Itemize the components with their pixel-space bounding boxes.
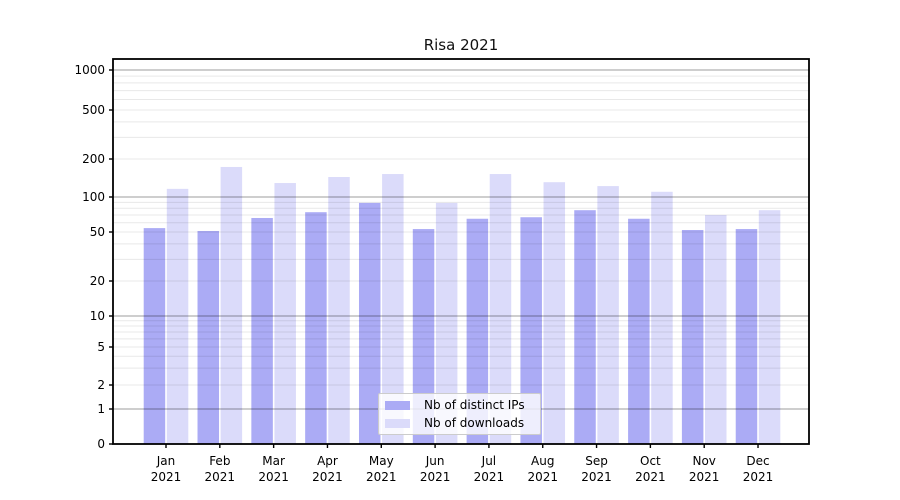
y-tick-label-2: 2	[97, 378, 105, 392]
bar-downloads-jun	[435, 202, 458, 444]
legend: Nb of distinct IPs Nb of downloads	[378, 393, 541, 435]
y-tick-label-20: 20	[89, 274, 105, 288]
bar-distinct-ips-jan	[143, 228, 166, 444]
legend-swatch-distinct-ips	[385, 400, 410, 410]
x-tick-label-feb: Feb 2021	[204, 454, 236, 485]
y-tick-label-100: 100	[82, 190, 105, 204]
bar-distinct-ips-jun	[412, 229, 435, 444]
bar-distinct-ips-mar	[251, 217, 273, 444]
bar-distinct-ips-nov	[681, 230, 704, 444]
bar-downloads-may	[382, 174, 404, 444]
bar-downloads-aug	[543, 182, 566, 444]
x-tick-label-may: May 2021	[365, 454, 397, 485]
bar-downloads-jan	[166, 188, 189, 444]
bar-distinct-ips-may	[358, 202, 381, 444]
x-tick-label-jan: Jan 2021	[150, 454, 182, 485]
bar-distinct-ips-apr	[305, 212, 327, 444]
legend-item-downloads: Nb of downloads	[385, 414, 534, 432]
bar-downloads-nov	[705, 215, 727, 444]
y-tick-label-10: 10	[89, 309, 105, 323]
bar-downloads-apr	[328, 177, 350, 444]
x-tick-label-mar: Mar 2021	[258, 454, 289, 485]
legend-swatch-downloads	[385, 418, 410, 428]
y-tick-label-1000: 1000	[74, 63, 105, 77]
chart-title: Risa 2021	[423, 36, 499, 54]
x-tick-label-dec: Dec 2021	[742, 454, 774, 485]
legend-item-distinct-ips: Nb of distinct IPs	[385, 396, 534, 414]
bar-distinct-ips-sep	[574, 210, 596, 444]
y-tick-label-50: 50	[89, 225, 105, 239]
bar-distinct-ips-dec	[735, 229, 758, 444]
bar-downloads-feb	[220, 166, 243, 444]
x-tick-label-oct: Oct 2021	[635, 454, 666, 485]
bar-distinct-ips-feb	[197, 231, 220, 444]
x-tick-label-nov: Nov 2021	[688, 454, 720, 485]
bar-downloads-dec	[758, 210, 781, 444]
x-tick-label-apr: Apr 2021	[312, 454, 343, 485]
bar-downloads-jul	[489, 174, 512, 444]
plot-frame	[112, 58, 810, 445]
bar-distinct-ips-oct	[628, 218, 650, 444]
bar-distinct-ips-jul	[466, 218, 489, 444]
y-tick-label-0: 0	[97, 437, 105, 451]
bar-downloads-sep	[597, 186, 619, 444]
y-tick-label-500: 500	[82, 103, 105, 117]
x-tick-label-jul: Jul 2021	[473, 454, 505, 485]
legend-label-distinct-ips: Nb of distinct IPs	[424, 398, 525, 412]
bar-downloads-oct	[651, 191, 673, 444]
y-tick-label-200: 200	[82, 152, 105, 166]
x-tick-label-jun: Jun 2021	[419, 454, 451, 485]
y-tick-label-5: 5	[97, 340, 105, 354]
legend-label-downloads: Nb of downloads	[424, 416, 525, 430]
bar-distinct-ips-aug	[520, 217, 542, 444]
x-tick-label-aug: Aug 2021	[527, 454, 558, 485]
x-tick-label-sep: Sep 2021	[581, 454, 612, 485]
bar-downloads-mar	[274, 183, 296, 444]
y-tick-label-1: 1	[97, 402, 105, 416]
